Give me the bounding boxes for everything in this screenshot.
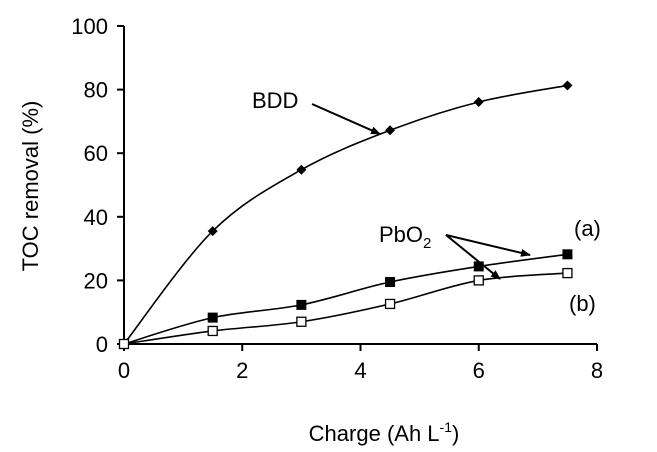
annotation-pbo2-main: PbO [379, 222, 423, 247]
series-1-point-5 [562, 249, 572, 259]
series-2-point-1 [208, 326, 217, 335]
x-tick-label-8: 8 [591, 358, 603, 383]
series-layer [119, 80, 572, 349]
axes [124, 26, 597, 344]
series-2-point-4 [474, 276, 483, 285]
series-2-point-2 [297, 317, 306, 326]
series-1-line [124, 254, 567, 344]
y-tick-label-0: 0 [96, 332, 108, 357]
series-0-point-2 [296, 165, 306, 175]
series-0-line [124, 85, 567, 344]
y-tick-label-60: 60 [84, 141, 108, 166]
x-tick-label-2: 2 [236, 358, 248, 383]
y-tick-label-80: 80 [84, 78, 108, 103]
y-tick-label-100: 100 [71, 14, 108, 39]
x-axis-label-sup: -1 [440, 419, 453, 435]
series-1-point-2 [296, 300, 306, 310]
series-2-point-5 [563, 269, 572, 278]
series-2-point-0 [120, 340, 129, 349]
series-2-line [124, 273, 567, 344]
x-tick-label-6: 6 [473, 358, 485, 383]
series-0-point-5 [562, 80, 572, 90]
x-tick-label-4: 4 [354, 358, 366, 383]
arrow-bdd [312, 104, 380, 134]
annotation-bdd: BDD [252, 88, 298, 113]
series-2 [120, 269, 572, 349]
x-axis-label-close: ) [452, 421, 459, 446]
series-1-point-1 [208, 313, 218, 323]
x-axis-label-main: Charge (Ah L [309, 421, 440, 446]
series-0-point-3 [385, 125, 395, 135]
series-0 [119, 80, 572, 349]
x-tick-label-0: 0 [118, 358, 130, 383]
ticks: 0 20 40 60 80 100 0 2 4 6 8 [71, 14, 603, 383]
series-1-point-3 [385, 277, 395, 287]
annotation-pbo2-sub: 2 [423, 235, 431, 252]
x-axis-label: Charge (Ah L-1) [309, 419, 460, 446]
annotation-pbo2: PbO2 [379, 222, 431, 252]
y-tick-label-20: 20 [84, 268, 108, 293]
series-0-point-4 [474, 97, 484, 107]
series-2-point-3 [386, 299, 395, 308]
y-tick-label-40: 40 [84, 205, 108, 230]
y-axis-label: TOC removal (%) [18, 101, 43, 272]
annotation-b: (b) [569, 291, 596, 316]
annotation-a: (a) [574, 216, 601, 241]
